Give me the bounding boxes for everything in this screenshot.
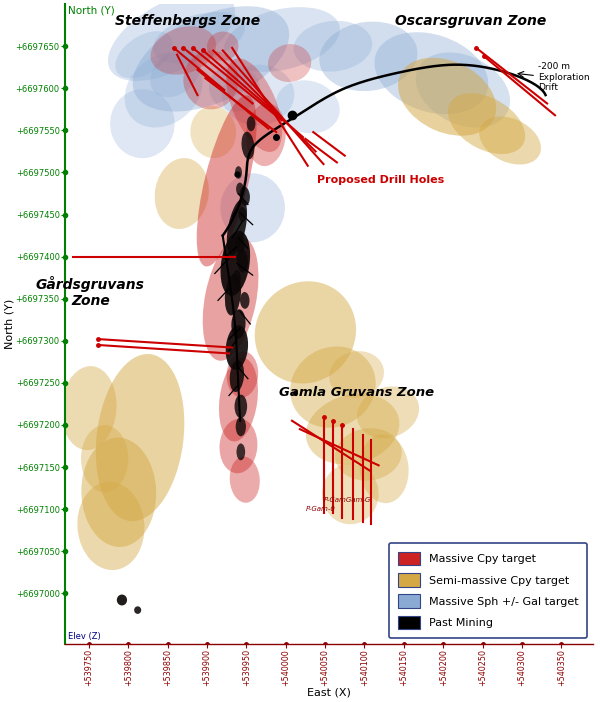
Text: Gamla Gruvans Zone: Gamla Gruvans Zone	[279, 387, 434, 399]
Ellipse shape	[230, 456, 260, 503]
Ellipse shape	[479, 117, 541, 164]
Ellipse shape	[290, 347, 376, 428]
Ellipse shape	[322, 463, 379, 524]
Text: Steffenbergs Zone: Steffenbergs Zone	[115, 14, 260, 28]
Text: Proposed Drill Holes: Proposed Drill Holes	[317, 175, 444, 185]
Ellipse shape	[153, 12, 245, 64]
Ellipse shape	[226, 58, 282, 152]
Ellipse shape	[209, 65, 260, 112]
Ellipse shape	[236, 444, 245, 461]
Text: -200 m
Exploration
Drift: -200 m Exploration Drift	[538, 62, 589, 92]
Ellipse shape	[77, 482, 145, 570]
Ellipse shape	[357, 386, 419, 438]
Ellipse shape	[117, 595, 127, 605]
Ellipse shape	[224, 7, 340, 72]
Ellipse shape	[134, 607, 141, 614]
Legend: Massive Cpy target, Semi-massive Cpy target, Massive Sph +/- Gal target, Past Mi: Massive Cpy target, Semi-massive Cpy tar…	[389, 543, 587, 638]
Ellipse shape	[237, 249, 248, 272]
Ellipse shape	[416, 53, 510, 128]
Ellipse shape	[220, 173, 285, 242]
Ellipse shape	[374, 32, 488, 114]
Text: Gårdsgruvans
Zone: Gårdsgruvans Zone	[36, 276, 145, 308]
Ellipse shape	[108, 0, 235, 81]
Ellipse shape	[226, 325, 248, 370]
Ellipse shape	[197, 95, 257, 267]
Ellipse shape	[329, 351, 384, 398]
Ellipse shape	[233, 270, 241, 285]
Ellipse shape	[155, 158, 209, 229]
Ellipse shape	[235, 234, 245, 253]
Ellipse shape	[61, 366, 116, 450]
Ellipse shape	[247, 116, 256, 131]
Ellipse shape	[232, 310, 245, 338]
Ellipse shape	[225, 274, 241, 315]
Ellipse shape	[133, 6, 289, 112]
Ellipse shape	[81, 425, 128, 492]
Ellipse shape	[240, 292, 250, 309]
Ellipse shape	[219, 358, 258, 442]
Ellipse shape	[255, 282, 356, 383]
Ellipse shape	[203, 237, 259, 361]
Ellipse shape	[242, 132, 254, 159]
Ellipse shape	[110, 89, 175, 158]
Text: North (Y): North (Y)	[68, 6, 115, 16]
Ellipse shape	[221, 231, 250, 296]
Ellipse shape	[125, 53, 203, 128]
Ellipse shape	[359, 435, 409, 503]
Ellipse shape	[276, 80, 340, 133]
Text: Elev (Z): Elev (Z)	[68, 633, 100, 641]
Ellipse shape	[184, 51, 238, 110]
Ellipse shape	[220, 418, 257, 473]
Ellipse shape	[335, 428, 402, 481]
Ellipse shape	[96, 354, 184, 521]
Ellipse shape	[230, 360, 244, 392]
Y-axis label: North (Y): North (Y)	[4, 299, 14, 349]
Text: Oscarsgruvan Zone: Oscarsgruvan Zone	[395, 14, 547, 28]
Ellipse shape	[207, 32, 238, 61]
Text: P-Gam-0: P-Gam-0	[305, 506, 335, 512]
Ellipse shape	[236, 183, 244, 196]
Ellipse shape	[235, 166, 242, 179]
X-axis label: East (X): East (X)	[307, 688, 351, 698]
Ellipse shape	[150, 49, 201, 98]
Ellipse shape	[293, 21, 372, 72]
Ellipse shape	[238, 207, 247, 222]
Ellipse shape	[227, 352, 258, 397]
Ellipse shape	[268, 44, 311, 82]
Ellipse shape	[222, 65, 295, 126]
Ellipse shape	[319, 22, 418, 91]
Ellipse shape	[82, 437, 156, 547]
Ellipse shape	[398, 58, 496, 135]
Ellipse shape	[235, 395, 247, 418]
Text: P-GamGam-G: P-GamGam-G	[323, 498, 371, 503]
Ellipse shape	[448, 93, 525, 154]
Ellipse shape	[151, 26, 216, 74]
Ellipse shape	[246, 103, 286, 166]
Ellipse shape	[227, 199, 247, 256]
Ellipse shape	[190, 106, 236, 158]
Ellipse shape	[306, 394, 400, 465]
Ellipse shape	[239, 187, 250, 206]
Ellipse shape	[236, 417, 246, 437]
Ellipse shape	[115, 31, 173, 78]
